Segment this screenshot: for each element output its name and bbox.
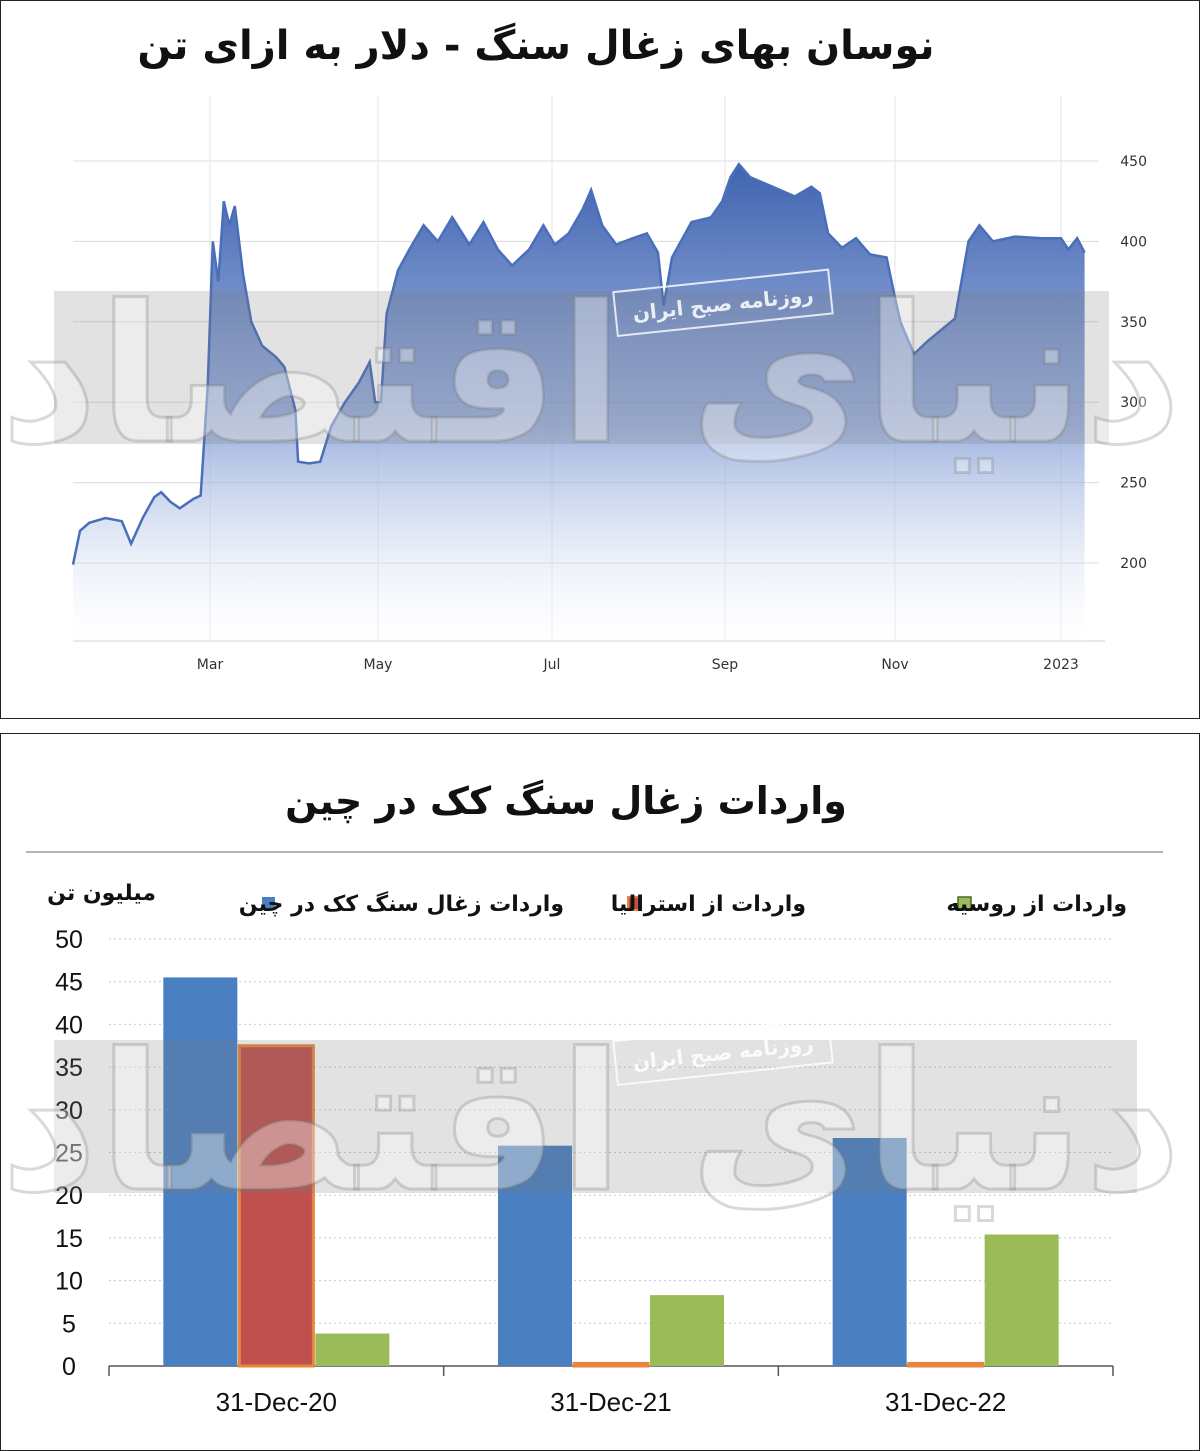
- y-tick-label: 400: [1120, 234, 1147, 250]
- watermark-brand: دنیای اقتصاد: [1, 265, 1182, 486]
- y-tick-label: 30: [55, 1097, 83, 1125]
- x-tick-label: Nov: [881, 657, 908, 673]
- y-tick-label: 15: [55, 1225, 83, 1253]
- x-tick-label: 31-Dec-20: [216, 1387, 337, 1417]
- y-tick-label: 50: [55, 926, 83, 954]
- bar: [498, 1145, 572, 1366]
- y-tick-label: 350: [1120, 315, 1147, 331]
- y-tick-label: 40: [55, 1011, 83, 1039]
- legend-swatch: [957, 896, 972, 911]
- y-tick-label: 45: [55, 969, 83, 997]
- bar: [984, 1234, 1059, 1366]
- chart-title: واردات زغال سنگ کک در چین: [285, 779, 847, 824]
- y-tick-label: 5: [62, 1310, 76, 1338]
- y-tick-label: 250: [1120, 476, 1147, 492]
- x-tick-label: May: [364, 657, 393, 673]
- bar: [832, 1137, 907, 1366]
- watermark-brand: دنیای اقتصاد: [1, 1013, 1182, 1234]
- bar: [572, 1361, 650, 1368]
- coke-imports-chart-panel: واردات زغال سنگ کک در چین میلیون تن وارد…: [0, 733, 1200, 1451]
- legend-swatch: [627, 896, 642, 911]
- y-tick-label: 25: [55, 1140, 83, 1168]
- y-tick-label: 10: [55, 1268, 83, 1296]
- coal-price-chart-panel: نوسان بهای زغال سنگ - دلار به ازای تن 20…: [0, 0, 1200, 719]
- x-tick-label: Jul: [543, 657, 561, 673]
- y-tick-label: 300: [1120, 395, 1147, 411]
- watermark-band: [54, 291, 1109, 444]
- y-axis-label: میلیون تن: [47, 881, 156, 906]
- y-tick-label: 0: [62, 1353, 76, 1381]
- watermark-stamp-frame: [612, 1017, 834, 1087]
- x-tick-label: Sep: [712, 657, 739, 673]
- legend-item: واردات از روسیه: [946, 892, 1127, 917]
- bar: [163, 977, 238, 1366]
- x-tick-label: 31-Dec-21: [550, 1387, 671, 1417]
- price-line: [71, 162, 1086, 565]
- bar: [237, 1044, 315, 1368]
- legend-label: واردات از استرالیا: [611, 892, 806, 917]
- legend-label: واردات از روسیه: [946, 892, 1127, 917]
- legend-swatch: [262, 897, 275, 910]
- bar: [907, 1361, 985, 1368]
- x-tick-label: 2023: [1043, 657, 1079, 673]
- legend-item: واردات زغال سنگ کک در چین: [239, 890, 564, 917]
- y-tick-label: 200: [1120, 556, 1147, 572]
- watermark-band: [54, 1040, 1137, 1193]
- legend-label: واردات زغال سنگ کک در چین: [239, 890, 564, 917]
- y-tick-label: 450: [1120, 154, 1147, 170]
- chart-title: نوسان بهای زغال سنگ - دلار به ازای تن: [137, 22, 934, 69]
- bar: [315, 1333, 390, 1366]
- x-tick-label: 31-Dec-22: [885, 1387, 1006, 1417]
- legend-item: واردات از استرالیا: [611, 892, 806, 917]
- coal-price-chart: نوسان بهای زغال سنگ - دلار به ازای تن 20…: [1, 22, 1183, 673]
- x-tick-label: Mar: [197, 657, 224, 673]
- watermark-stamp-frame: [612, 268, 834, 338]
- y-tick-label: 20: [55, 1182, 83, 1210]
- coke-imports-chart: واردات زغال سنگ کک در چین میلیون تن وارد…: [1, 779, 1183, 1417]
- bar: [650, 1295, 724, 1366]
- y-tick-label: 35: [55, 1054, 83, 1082]
- price-area-fill: [73, 164, 1085, 641]
